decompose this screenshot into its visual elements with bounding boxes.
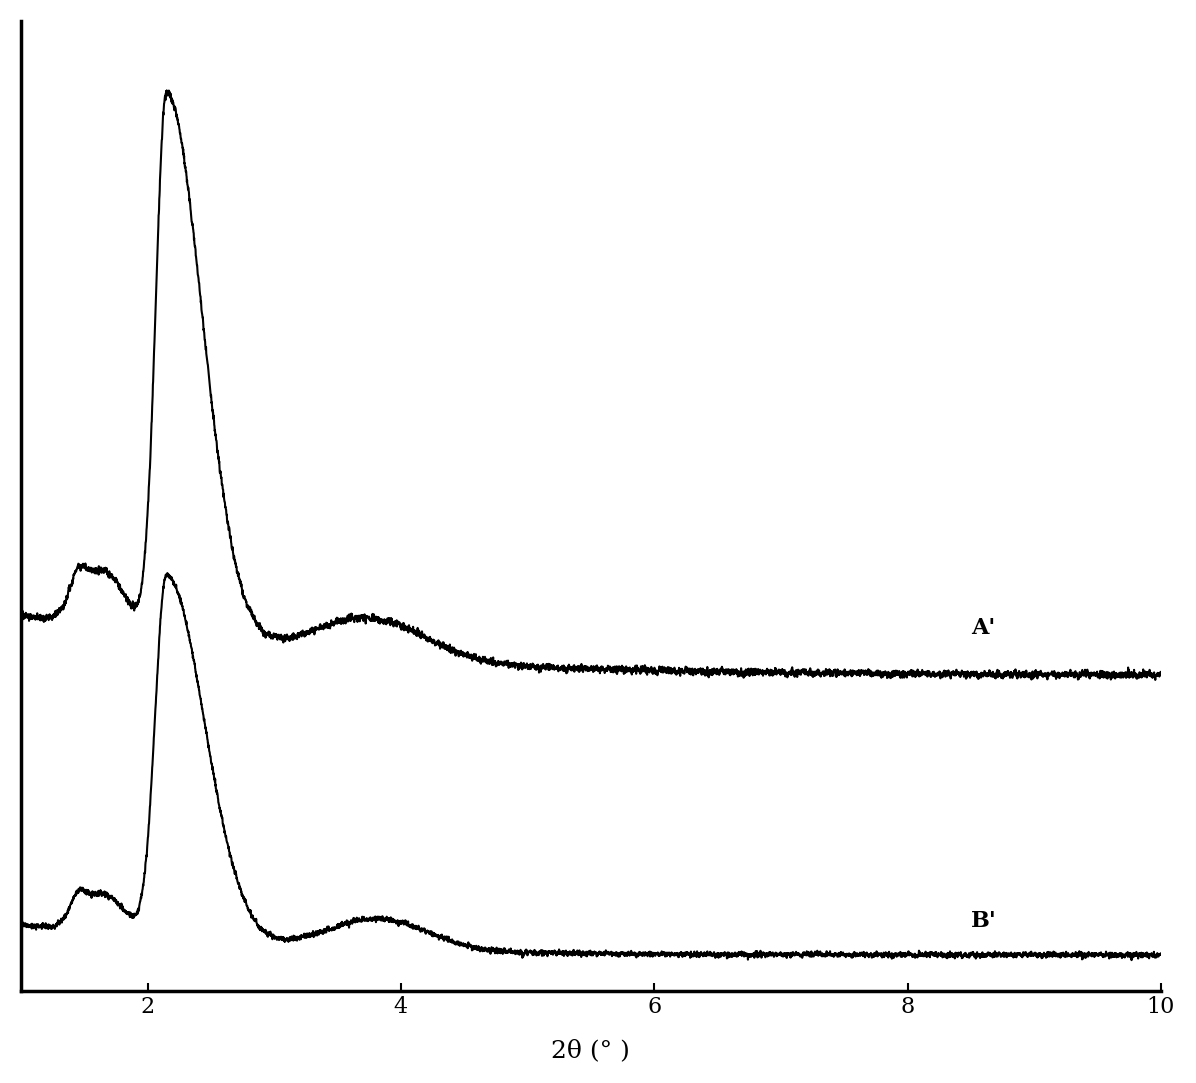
Text: B': B' <box>971 910 996 931</box>
X-axis label: 2θ (° ): 2θ (° ) <box>551 1040 630 1062</box>
Text: A': A' <box>971 617 996 639</box>
